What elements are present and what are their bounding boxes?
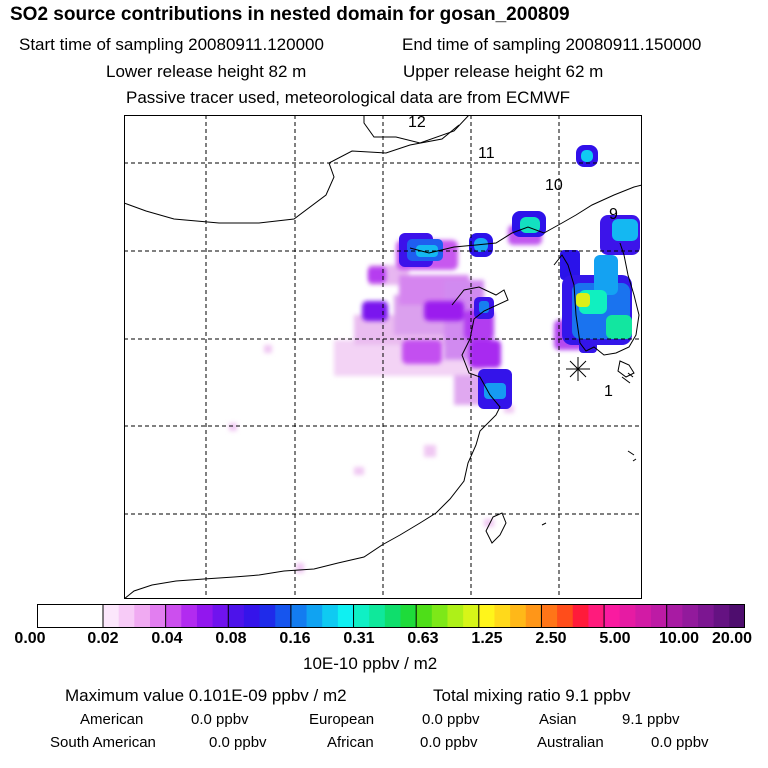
max-value: Maximum value 0.101E-09 ppbv / m2 xyxy=(65,686,347,705)
colorbar-cell xyxy=(494,604,511,628)
colorbar-cell xyxy=(118,604,135,628)
colorbar-cell xyxy=(557,604,574,628)
colorbar-tick-11: 20.00 xyxy=(711,630,753,647)
total-mixing-ratio: Total mixing ratio 9.1 ppbv xyxy=(433,686,631,705)
start-time: Start time of sampling 20080911.120000 xyxy=(19,35,324,54)
colorbar-tick-10: 10.00 xyxy=(658,630,700,647)
colorbar-cell xyxy=(196,604,214,628)
colorbar-cell xyxy=(713,604,730,628)
colorbar-cell xyxy=(149,604,167,628)
african-label: African xyxy=(327,734,374,751)
colorbar-cell xyxy=(134,604,151,628)
colorbar-cell xyxy=(572,604,590,628)
tracer-note: Passive tracer used, meteorological data… xyxy=(126,88,571,107)
colorbar-cell xyxy=(682,604,699,628)
colorbar-cell xyxy=(212,604,229,628)
coastlines xyxy=(124,115,642,599)
colorbar-tick-8: 2.50 xyxy=(535,630,567,647)
map-frame xyxy=(124,115,642,599)
contour-label-9: 9 xyxy=(609,206,618,223)
colorbar-cell xyxy=(165,604,182,628)
colorbar-tick-3: 0.08 xyxy=(215,630,247,647)
colorbar-cell xyxy=(416,604,433,628)
colorbar-cell xyxy=(478,604,496,628)
colorbar-cell xyxy=(698,604,715,628)
receptor-marker xyxy=(566,357,590,381)
colorbar-cell xyxy=(635,604,652,628)
colorbar-cell xyxy=(337,604,355,628)
colorbar-cell xyxy=(353,604,370,628)
american-label: American xyxy=(80,711,144,728)
colorbar-cell xyxy=(181,604,198,628)
colorbar-cell xyxy=(384,604,402,628)
american-value: 0.0 ppbv xyxy=(191,711,249,728)
european-value: 0.0 ppbv xyxy=(422,711,480,728)
colorbar-cell xyxy=(275,604,292,628)
south-american-label: South American xyxy=(50,734,156,751)
contour-label-12: 12 xyxy=(408,115,426,131)
colorbar-tick-1: 0.02 xyxy=(87,630,119,647)
australian-label: Australian xyxy=(537,734,604,751)
colorbar-units: 10E-10 ppbv / m2 xyxy=(303,654,438,673)
asian-value: 9.1 ppbv xyxy=(622,711,680,728)
colorbar-cell xyxy=(37,604,104,628)
colorbar-cell xyxy=(306,604,323,628)
colorbar-cell xyxy=(400,604,417,628)
end-time: End time of sampling 20080911.150000 xyxy=(402,35,702,54)
colorbar-frame xyxy=(37,604,745,628)
south-american-value: 0.0 ppbv xyxy=(209,734,267,751)
colorbar-cell xyxy=(619,604,636,628)
colorbar-cell xyxy=(541,604,558,628)
colorbar-cell xyxy=(463,604,480,628)
colorbar-cell xyxy=(604,604,621,628)
asian-label: Asian xyxy=(539,711,577,728)
contour-label-11: 11 xyxy=(478,145,495,162)
colorbar-cell xyxy=(666,604,683,628)
african-value: 0.0 ppbv xyxy=(420,734,478,751)
concentration-field xyxy=(229,145,640,573)
hotspot-cells xyxy=(399,145,640,409)
contour-label-10: 10 xyxy=(545,177,563,194)
map-title: SO2 source contributions in nested domai… xyxy=(10,4,570,25)
colorbar-tick-7: 1.25 xyxy=(471,630,503,647)
colorbar-cell xyxy=(431,604,449,628)
map-panel: 12 11 10 9 1 xyxy=(124,115,642,599)
colorbar-cell xyxy=(103,604,120,628)
lower-release-height: Lower release height 82 m xyxy=(106,62,307,81)
european-label: European xyxy=(309,711,375,728)
colorbar-cell xyxy=(510,604,527,628)
colorbar-cell xyxy=(259,604,276,628)
upper-release-height: Upper release height 62 m xyxy=(403,62,604,81)
colorbar-tick-0: 0.00 xyxy=(14,630,46,647)
colorbar-cell xyxy=(651,604,668,628)
gridlines xyxy=(124,115,642,599)
colorbar-tick-5: 0.31 xyxy=(343,630,375,647)
colorbar-tick-2: 0.04 xyxy=(151,630,183,647)
colorbar-cell xyxy=(525,604,543,628)
australian-value: 0.0 ppbv xyxy=(651,734,709,751)
colorbar xyxy=(37,604,745,628)
colorbar-cell xyxy=(290,604,308,628)
colorbar-cell xyxy=(228,604,245,628)
colorbar-cell xyxy=(369,604,386,628)
colorbar-tick-4: 0.16 xyxy=(279,630,311,647)
colorbar-cell xyxy=(447,604,464,628)
colorbar-cell xyxy=(729,604,745,628)
colorbar-tick-9: 5.00 xyxy=(599,630,631,647)
colorbar-cell xyxy=(322,604,339,628)
colorbar-tick-6: 0.63 xyxy=(407,630,439,647)
colorbar-cell xyxy=(588,604,605,628)
contour-label-1: 1 xyxy=(604,383,613,400)
colorbar-cell xyxy=(243,604,261,628)
